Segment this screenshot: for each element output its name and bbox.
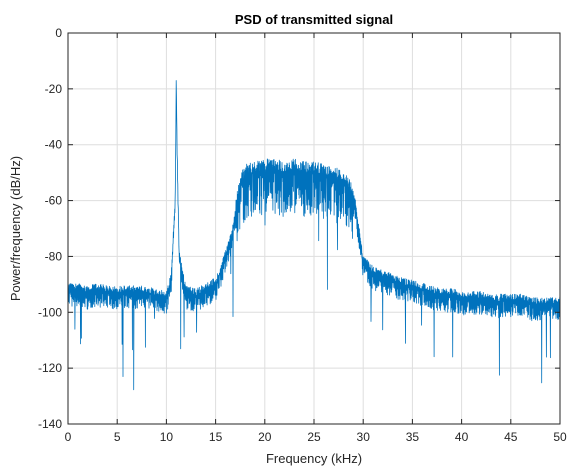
x-tick-label: 10 xyxy=(160,430,174,444)
y-tick-label: -120 xyxy=(38,361,62,375)
x-tick-label: 35 xyxy=(406,430,420,444)
y-tick-label: -80 xyxy=(45,249,63,263)
y-axis-label: Power/frequency (dB/Hz) xyxy=(8,156,23,301)
x-tick-label: 0 xyxy=(65,430,72,444)
x-tick-label: 20 xyxy=(258,430,272,444)
axis-ticks: 0 5 10 15 20 25 30 35 40 45 50 0 -20 -40 -60 -80 -100 -12… xyxy=(38,26,567,444)
chart-title: PSD of transmitted signal xyxy=(235,12,393,27)
psd-line-series xyxy=(68,80,560,391)
x-tick-label: 5 xyxy=(114,430,121,444)
data-series-layer xyxy=(68,80,560,391)
y-tick-label: -40 xyxy=(45,138,63,152)
y-tick-label: -140 xyxy=(38,417,62,431)
x-tick-label: 45 xyxy=(504,430,518,444)
x-tick-label: 50 xyxy=(553,430,567,444)
x-tick-label: 30 xyxy=(357,430,371,444)
x-axis-label: Frequency (kHz) xyxy=(266,451,362,466)
y-tick-label: 0 xyxy=(55,26,62,40)
x-tick-label: 40 xyxy=(455,430,469,444)
y-tick-label: -60 xyxy=(45,194,63,208)
y-tick-label: -20 xyxy=(45,82,63,96)
y-tick-label: -100 xyxy=(38,305,62,319)
x-tick-label: 25 xyxy=(307,430,321,444)
x-tick-label: 15 xyxy=(209,430,223,444)
